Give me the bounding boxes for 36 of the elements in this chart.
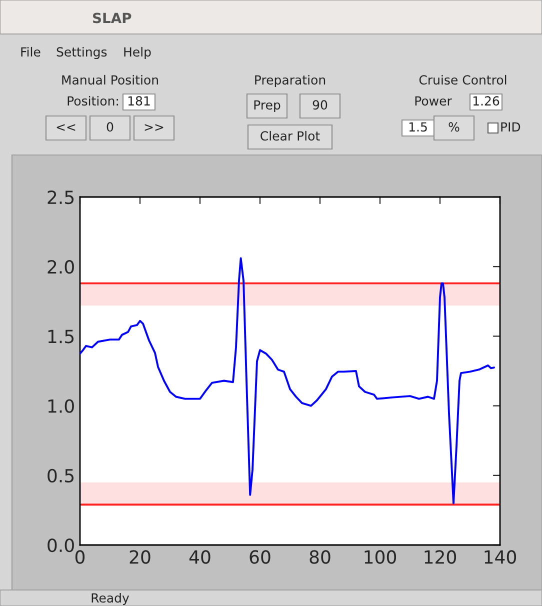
text: File	[21, 46, 40, 57]
text: 181	[128, 96, 150, 106]
text: Preparation	[255, 74, 326, 88]
y-tick-label: 0.5	[48, 468, 74, 483]
text: %	[448, 122, 460, 132]
text: 90	[312, 100, 328, 110]
text: 1.5	[409, 122, 427, 132]
text: Help	[124, 46, 151, 60]
text: Position:	[68, 96, 118, 106]
text: 0	[106, 122, 114, 132]
text: 1.26	[473, 96, 500, 106]
y-tick-label: 1.5	[48, 330, 74, 344]
y-tick-label: 1.0	[48, 399, 74, 413]
x-tick-label: 20	[130, 550, 150, 564]
x-tick-label: 0	[75, 550, 85, 564]
y-tick-label: 2.5	[48, 190, 74, 204]
text: Clear Plot	[260, 130, 320, 141]
text: Power	[415, 96, 452, 106]
line-series	[80, 257, 495, 504]
text: >>	[144, 124, 164, 131]
text: Manual Position	[62, 74, 158, 85]
y-tick-label: 0.0	[48, 538, 74, 552]
y-tick-label: 2.0	[48, 260, 74, 274]
x-tick-label: 140	[484, 550, 516, 564]
text: Ready	[92, 592, 130, 606]
text: Settings	[56, 46, 107, 60]
x-tick-label: 40	[189, 550, 210, 564]
x-tick-label: 60	[250, 550, 270, 564]
text: Cruise Control	[419, 74, 506, 85]
chart-title: SLAP	[92, 12, 132, 24]
text: PID	[501, 122, 520, 132]
text: Prep	[254, 100, 280, 112]
x-tick-label: 80	[310, 550, 330, 564]
x-tick-label: 100	[364, 550, 396, 564]
text: <<	[56, 124, 76, 131]
x-tick-label: 120	[424, 550, 456, 564]
